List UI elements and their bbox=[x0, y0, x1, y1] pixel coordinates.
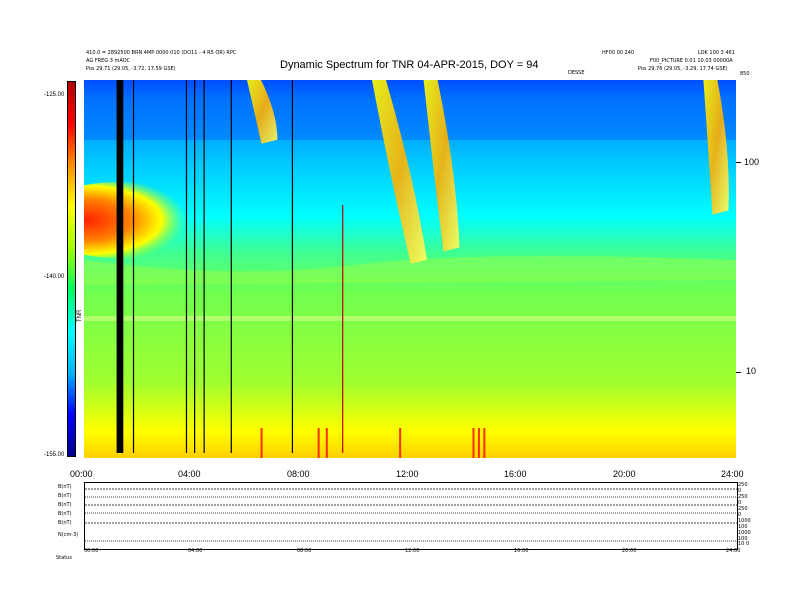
header-left-line-1: 410.0 = 2892500 BRN 4MP 0000 010 (DO11 -… bbox=[86, 50, 237, 56]
x-tick-4: 04:00 bbox=[178, 469, 201, 479]
bottom-row-label-3: B(nT) bbox=[58, 502, 72, 508]
bottom-row-label-5: B(nT) bbox=[58, 520, 72, 526]
bottom-x-tick-20: 20:00 bbox=[622, 548, 637, 554]
emission-spike bbox=[483, 428, 486, 458]
y-tick-100: 100 bbox=[744, 157, 760, 167]
y-tick-10: 10 bbox=[746, 366, 757, 376]
header-right-line-3: F00_PICTURE 0.01 10.03 00000A bbox=[650, 58, 733, 64]
hot-emission-region bbox=[84, 182, 204, 258]
emission-spike bbox=[472, 428, 475, 458]
y-top-label: 850 bbox=[740, 71, 750, 77]
header-right-line-4: Pos 29.76 (29.05, -3.29, 17.74 GSE) bbox=[638, 66, 728, 72]
x-tick-0: 00:00 bbox=[70, 469, 93, 479]
bottom-right-tick-6b: 0 bbox=[746, 541, 750, 547]
bottom-right-tick-4b: 100 bbox=[738, 524, 748, 530]
bottom-panel-traces bbox=[85, 488, 737, 542]
bottom-x-tick-24: 24:00 bbox=[726, 548, 741, 554]
bottom-row-label-4: B(nT) bbox=[58, 511, 72, 517]
bottom-x-tick-8: 08:00 bbox=[297, 548, 312, 554]
y-tick-mark-10 bbox=[736, 372, 741, 373]
colorbar-tick-top: -125.00 bbox=[44, 92, 65, 98]
bottom-row-label-2: B(nT) bbox=[58, 493, 72, 499]
bottom-right-tick-5a: 1000 bbox=[738, 530, 751, 536]
x-tick-8: 08:00 bbox=[287, 469, 310, 479]
emission-spike bbox=[325, 428, 328, 458]
colorbar-tick-bottom: -155.00 bbox=[44, 452, 65, 458]
header-right-line-2: LOK 100 3 461 bbox=[698, 50, 735, 56]
spectrogram bbox=[84, 80, 736, 458]
bottom-right-tick-1a: 250 bbox=[738, 482, 748, 488]
bottom-right-tick-3b: 0 bbox=[738, 512, 742, 518]
colorbar-tick-mid: -140.00 bbox=[44, 274, 65, 280]
y-tick-mark-100 bbox=[736, 162, 741, 163]
bottom-panel bbox=[84, 482, 738, 550]
type-iii-burst bbox=[247, 80, 278, 144]
data-gap-line bbox=[194, 80, 196, 453]
top-blue-band bbox=[84, 80, 736, 140]
header-left-line-2: AG FREG 3 mAOC bbox=[86, 58, 131, 64]
header-right-line-1: HF00 00 240 bbox=[602, 50, 635, 56]
x-tick-24: 24:00 bbox=[721, 469, 744, 479]
plasma-line bbox=[84, 316, 736, 321]
x-tick-16: 16:00 bbox=[504, 469, 527, 479]
emission-spike bbox=[477, 428, 480, 458]
bottom-right-tick-4a: 1000 bbox=[738, 518, 751, 524]
data-gap-line bbox=[230, 80, 232, 453]
bottom-x-tick-4: 04:00 bbox=[188, 548, 203, 554]
emission-spike bbox=[399, 428, 402, 458]
bottom-right-tick-2b: 0 bbox=[738, 500, 742, 506]
bottom-row-label-1: B(nT) bbox=[58, 484, 72, 490]
data-gap-line bbox=[119, 80, 124, 453]
bottom-right-tick-6a: 10 bbox=[738, 541, 745, 547]
emission-spike bbox=[260, 428, 263, 458]
colorbar-label: TNR bbox=[77, 309, 83, 322]
type-iii-burst bbox=[423, 80, 460, 252]
bottom-x-tick-0: 00:00 bbox=[84, 548, 99, 554]
chart-title: Dynamic Spectrum for TNR 04-APR-2015, DO… bbox=[280, 59, 539, 71]
bottom-status-label: Status bbox=[56, 555, 72, 561]
data-gap-line bbox=[185, 80, 188, 453]
bottom-row-label-6: N(cm-3) bbox=[58, 532, 79, 538]
bottom-x-tick-12: 12:00 bbox=[405, 548, 420, 554]
data-gap-line bbox=[132, 80, 135, 453]
transition-band bbox=[84, 256, 736, 285]
bottom-right-tick-3a: 250 bbox=[738, 506, 748, 512]
type-iii-burst bbox=[371, 80, 427, 264]
type-iii-burst bbox=[703, 80, 729, 215]
x-tick-20: 20:00 bbox=[613, 469, 636, 479]
colorbar bbox=[67, 81, 76, 457]
header-left-line-3: Pos 29.71 (29.05, -3.72, 17.59 GSE) bbox=[86, 66, 176, 72]
data-gap-line bbox=[291, 80, 294, 453]
bottom-x-tick-16: 16:00 bbox=[514, 548, 529, 554]
data-gap-line bbox=[203, 80, 205, 453]
x-tick-12: 12:00 bbox=[396, 469, 419, 479]
header-center-small: DESSE bbox=[568, 70, 585, 76]
data-gap-line bbox=[116, 80, 121, 453]
bottom-right-tick-2a: 250 bbox=[738, 494, 748, 500]
spectrogram-background bbox=[84, 80, 736, 458]
emission-spike bbox=[317, 428, 320, 458]
bottom-right-tick-1b: 0 bbox=[738, 488, 742, 494]
red-marker-line bbox=[342, 205, 344, 453]
bottom-right-tick-5b: 100 bbox=[738, 536, 748, 542]
